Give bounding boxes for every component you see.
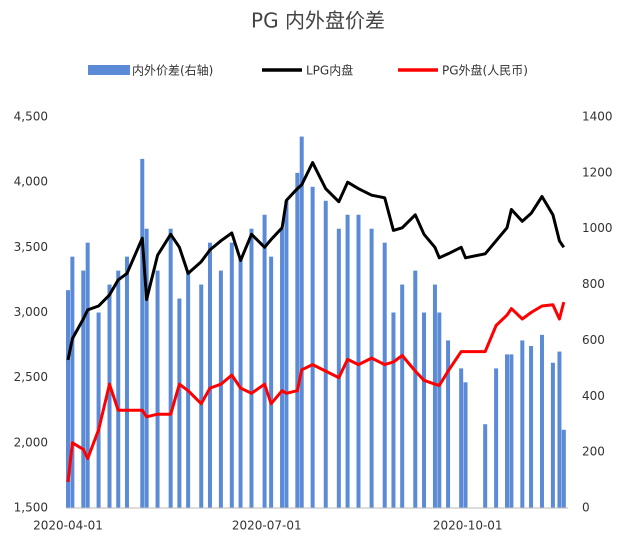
y2-tick-label: 1400 [582,110,613,124]
bar [249,228,254,508]
bar [124,256,129,508]
y2-tick-label: 1200 [582,165,613,179]
bar [539,334,544,508]
bar [400,284,405,508]
bar [177,298,182,508]
y2-tick-label: 800 [582,277,605,291]
bar [168,228,173,508]
bar [140,158,145,508]
bar [238,256,243,508]
bar [284,200,289,509]
y-tick-label: 2,500 [14,370,48,384]
bar [432,284,437,508]
bar [391,312,396,508]
bar [509,354,514,508]
bar [107,284,112,508]
y-tick-label: 2,000 [14,435,48,449]
bar [96,312,101,508]
y2-tick-label: 0 [582,501,590,515]
bar [155,270,160,508]
x-tick-label: 2020-04-01 [33,519,103,533]
y-tick-label: 1,500 [14,501,48,515]
bar [529,346,534,508]
bar [295,172,300,508]
y2-tick-label: 200 [582,445,605,459]
bar [505,354,510,508]
bar [280,228,285,508]
bar [459,368,464,508]
legend-label: 内外价差(右轴) [132,63,213,78]
y2-tick-label: 1000 [582,221,613,235]
bar [437,312,442,508]
y2-tick-label: 400 [582,389,605,403]
bar [323,200,328,509]
bar [382,242,387,508]
chart-title: PG 内外盘价差 [251,9,385,33]
bar [116,270,121,508]
y-tick-label: 4,500 [14,110,48,124]
bar [494,368,499,508]
y-tick-label: 4,000 [14,175,48,189]
line-series [66,301,566,483]
y-tick-label: 3,500 [14,240,48,254]
legend-swatch [88,65,130,75]
bar [218,270,223,508]
bar [356,214,361,508]
bar [413,270,418,508]
bar [561,429,566,508]
bar [269,256,274,508]
bar [262,214,267,508]
bar [70,256,75,508]
bar [207,242,212,508]
bar [520,340,525,508]
bar [446,340,451,508]
x-tick-label: 2020-10-01 [433,519,503,533]
bar [550,362,555,508]
x-tick-label: 2020-07-01 [232,519,302,533]
bar [557,351,562,508]
bar [483,424,488,508]
bar [310,186,315,509]
bar [299,136,304,509]
bar [66,290,70,508]
bar [422,312,427,508]
bar [81,270,86,508]
bar [369,228,374,508]
bar [85,242,90,508]
legend-label: LPG内盘 [306,63,353,78]
bar [463,382,468,508]
line-series [66,161,566,361]
y2-tick-label: 600 [582,333,605,347]
y-tick-label: 3,000 [14,305,48,319]
bar [336,228,341,508]
bar [144,228,149,508]
bar [199,284,204,508]
legend-label: PG外盘(人民币) [442,63,528,78]
